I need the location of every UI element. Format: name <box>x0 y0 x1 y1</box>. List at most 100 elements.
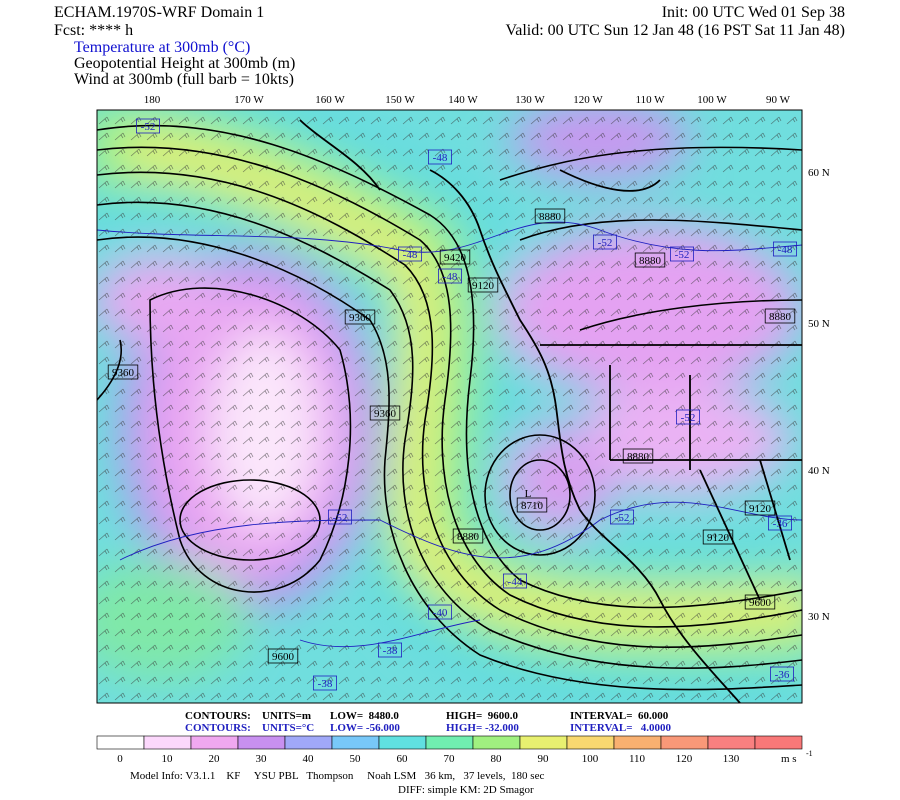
height-label-box <box>634 252 666 268</box>
temperature-label-text: -48 <box>403 249 418 261</box>
temperature-label-box <box>427 604 452 620</box>
map <box>97 110 802 703</box>
height-label: 8880 <box>622 448 654 464</box>
height-label: 8710 <box>516 497 548 513</box>
header-valid: Valid: 00 UTC Sun 12 Jan 48 (16 PST Sat … <box>505 22 845 39</box>
temperature-label: -52 <box>327 509 352 525</box>
temperature-label-text: -52 <box>681 412 696 424</box>
longitude-label: 170 W <box>234 94 264 106</box>
colorbar-box <box>378 735 427 750</box>
colorbar-box <box>284 735 333 750</box>
temperature-label-box <box>770 666 795 682</box>
temperature-label: -52 <box>593 234 618 250</box>
header-forecast: Fcst: **** h <box>54 22 133 39</box>
colorbar-tick: 0 <box>117 753 123 765</box>
colorbar-tick: 50 <box>350 753 362 765</box>
temperature-label-box <box>437 268 462 284</box>
height-label-box <box>467 277 499 293</box>
temperature-label: -38 <box>312 675 337 691</box>
colorbar-box <box>190 735 239 750</box>
height-label-text: 9120 <box>707 532 730 544</box>
temperature-label: -52 <box>676 409 701 425</box>
longitude-label: 140 W <box>448 94 478 106</box>
height-label: 9120 <box>467 277 499 293</box>
colorbar-unit: m s <box>781 753 797 765</box>
height-label: 9600 <box>744 594 776 610</box>
footer-model-info: Model Info: V3.1.1 KF YSU PBL Thompson N… <box>130 770 544 782</box>
temperature-label-text: -52 <box>598 237 613 249</box>
colorbar-box <box>472 735 521 750</box>
height-label-box <box>516 497 548 513</box>
longitude-label: 100 W <box>697 94 727 106</box>
height-label-text: 9420 <box>444 252 467 264</box>
colorbar-tick: 20 <box>209 753 221 765</box>
contour-info: LOW= 8480.0 <box>330 710 399 722</box>
wind-barbs <box>97 110 802 703</box>
contour-info: CONTOURS: <box>185 710 251 722</box>
height-label-text: 8880 <box>539 211 562 223</box>
header-title: ECHAM.1970S-WRF Domain 1 <box>54 4 264 21</box>
height-label: 8880 <box>452 528 484 544</box>
field-name: Temperature at 300mb (°C) <box>74 39 250 56</box>
height-label-text: 9600 <box>749 597 772 609</box>
temperature-label-box <box>502 573 527 589</box>
height-label: 9360 <box>344 309 376 325</box>
longitude-label: 120 W <box>573 94 603 106</box>
header-init: Init: 00 UTC Wed 01 Sep 38 <box>662 4 845 21</box>
latitude-label: 30 N <box>808 611 830 623</box>
height-label-box <box>534 208 566 224</box>
temperature-label: -48 <box>437 268 462 284</box>
temperature-label-text: -44 <box>508 576 523 588</box>
temperature-label: -44 <box>502 573 527 589</box>
height-label-box <box>267 648 299 664</box>
height-label-box <box>744 500 776 516</box>
temperature-label: -40 <box>427 604 452 620</box>
contour-info: HIGH= -32.000 <box>446 722 519 734</box>
temperature-label-box <box>610 509 635 525</box>
height-label-text: 8880 <box>457 531 480 543</box>
colorbar-tick: 70 <box>444 753 456 765</box>
colorbar-box <box>96 735 145 750</box>
temperature-label-text: -38 <box>318 678 333 690</box>
temperature-label-box <box>670 246 695 262</box>
height-label-box <box>744 594 776 610</box>
colorbar-tick: 90 <box>538 753 550 765</box>
longitude-label: 110 W <box>635 94 665 106</box>
colorbar-tick: 80 <box>491 753 503 765</box>
height-label: 9420 <box>439 249 471 265</box>
temperature-label-text: -36 <box>773 518 788 530</box>
height-label-text: 8880 <box>639 255 662 267</box>
colorbar-box <box>519 735 568 750</box>
temperature-label: -52 <box>135 118 160 134</box>
contour-info: CONTOURS: <box>185 722 251 734</box>
temperature-label-text: -48 <box>443 271 458 283</box>
contour-info: UNITS=°C <box>262 722 314 734</box>
temperature-label-box <box>768 515 793 531</box>
temperature-label: -52 <box>670 246 695 262</box>
height-label: 9360 <box>107 364 139 380</box>
temperature-label-text: -52 <box>615 512 630 524</box>
height-label-box <box>439 249 471 265</box>
contour-info: LOW= -56.000 <box>330 722 400 734</box>
colorbar-tick: 130 <box>723 753 740 765</box>
colorbar-tick: 10 <box>162 753 174 765</box>
temperature-label: -48 <box>773 241 798 257</box>
contour-info: INTERVAL= 4.0000 <box>570 722 672 734</box>
longitude-label: 150 W <box>385 94 415 106</box>
colorbar-tick: 40 <box>303 753 315 765</box>
temperature-label-text: -40 <box>433 607 448 619</box>
height-label-box <box>452 528 484 544</box>
colorbar-box <box>425 735 474 750</box>
height-label-text: 8880 <box>627 451 650 463</box>
contour-info: INTERVAL= 60.000 <box>570 710 669 722</box>
map-frame <box>96 109 803 704</box>
height-label-box <box>107 364 139 380</box>
height-contours <box>97 124 802 691</box>
longitude-label: 90 W <box>766 94 791 106</box>
height-label-box <box>702 529 734 545</box>
height-label-box <box>764 308 796 324</box>
height-label-box <box>622 448 654 464</box>
height-label-text: 9600 <box>272 651 295 663</box>
temperature-label-box <box>397 246 422 262</box>
